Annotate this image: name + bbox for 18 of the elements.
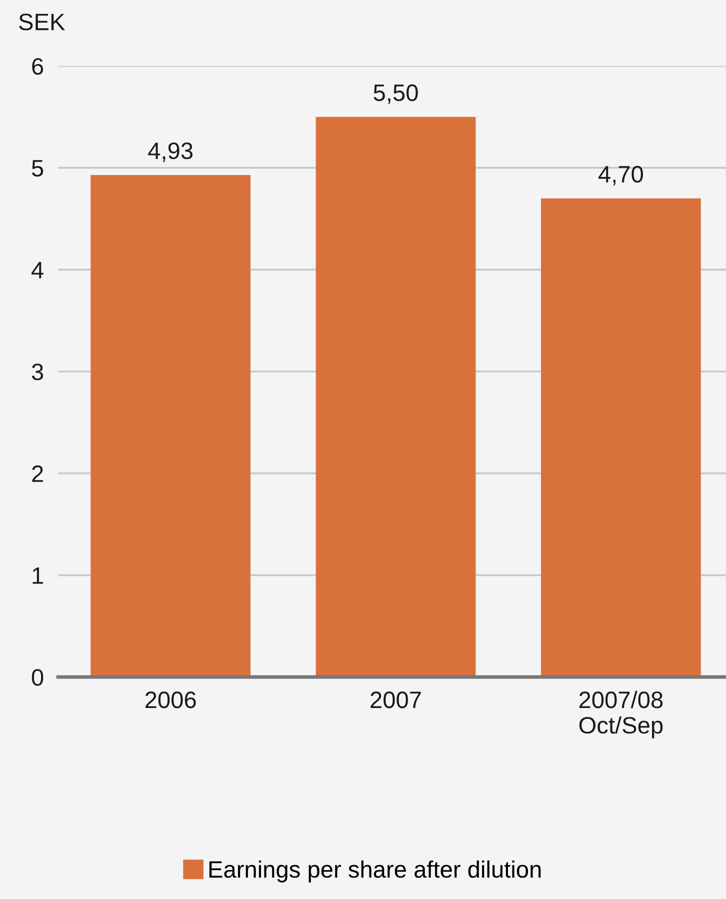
data-label: 4,93 xyxy=(148,142,193,162)
y-tick-label: 0 xyxy=(32,669,44,686)
y-tick-label: 1 xyxy=(32,567,43,584)
bar xyxy=(90,174,251,677)
bar xyxy=(540,198,701,677)
data-label: 5,50 xyxy=(374,84,418,104)
y-tick-label: 5 xyxy=(32,160,44,177)
x-tick-label: 2006 xyxy=(146,692,196,708)
legend-label: Earnings per share after dilution xyxy=(209,860,541,882)
y-axis-title: SEK xyxy=(19,14,65,30)
bar xyxy=(316,116,476,677)
x-tick-label: 2007/08 Oct/Sep xyxy=(579,690,663,738)
y-tick-label: 4 xyxy=(32,262,44,278)
y-tick-label: 2 xyxy=(32,465,43,482)
y-tick-label: 3 xyxy=(32,364,44,380)
data-label: 4,70 xyxy=(598,166,643,186)
x-tick-label: 2007 xyxy=(370,692,421,708)
y-tick-label: 6 xyxy=(32,58,44,75)
